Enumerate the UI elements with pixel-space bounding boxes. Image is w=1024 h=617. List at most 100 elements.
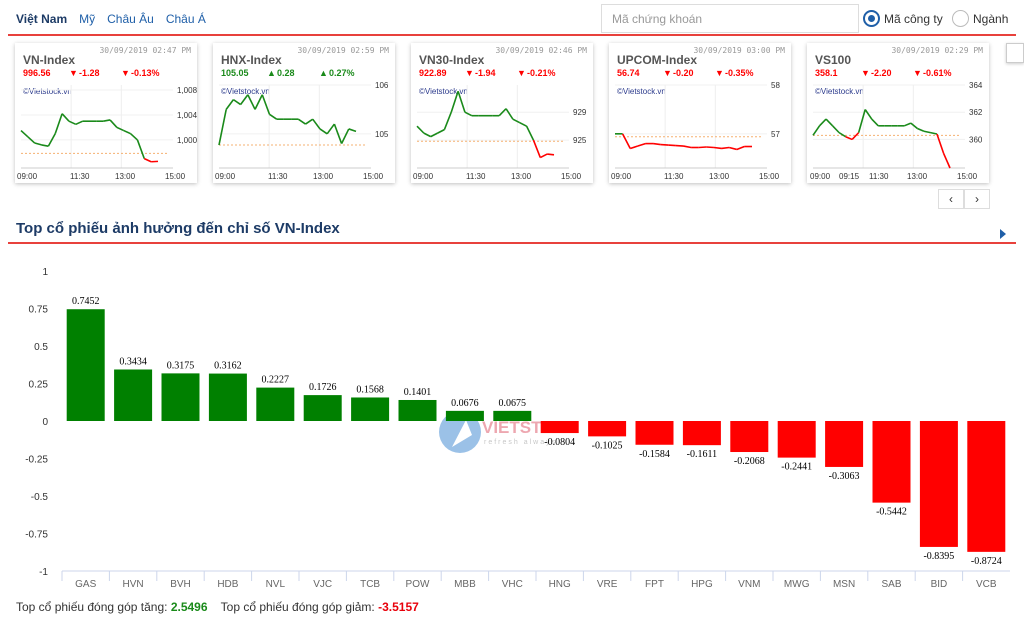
x-tick-label: NVL (266, 579, 286, 590)
y-tick-label: -0.25 (25, 455, 48, 466)
sparkline-segment (103, 119, 111, 122)
data-label: -0.1025 (592, 440, 623, 451)
card-percent: -0.61% (923, 68, 952, 78)
y-tick-label: 0.25 (29, 380, 49, 391)
trend-arrow-icon: ▼ (121, 68, 130, 78)
y-tick-label: 360 (969, 135, 983, 144)
y-tick-label: 929 (573, 108, 587, 117)
x-tick-label: 15:00 (165, 172, 186, 181)
next-button[interactable]: › (964, 189, 990, 209)
x-tick-label: VRE (597, 579, 618, 590)
y-tick-label: 106 (375, 81, 389, 90)
y-tick-label: -1 (39, 567, 48, 578)
card-percent: 0.27% (329, 68, 355, 78)
card-watermark: ©Vietstock.vn (815, 87, 864, 96)
divider (8, 34, 1016, 36)
card-change: 0.28 (277, 68, 295, 78)
sparkline-segment (930, 131, 938, 135)
sparkline-segment (825, 118, 834, 127)
sparkline-segment (254, 94, 263, 110)
bar-vhc (493, 410, 532, 421)
x-tick-label: HNG (549, 579, 571, 590)
x-tick-label: 13:00 (511, 172, 532, 181)
sparkline-segment (464, 111, 473, 117)
data-label: 0.2227 (262, 375, 290, 386)
sparkline-segment (20, 129, 29, 138)
sparkline-segment (348, 128, 357, 133)
x-tick-label: HVN (123, 579, 144, 590)
x-tick-label: VHC (502, 579, 523, 590)
sparkline-segment (845, 135, 853, 141)
sparkline-segment (109, 119, 118, 128)
sparkline-segment (41, 144, 49, 147)
index-card[interactable]: 30/09/2019 02:47 PM VN-Index 996.56 ▼ -1.2… (15, 43, 197, 183)
card-value: 56.74 (617, 68, 640, 78)
sparkline-segment (498, 108, 507, 117)
bar-tcb (351, 397, 390, 421)
data-label: 0.0676 (451, 398, 479, 409)
sparkline-chart: 364 362 360 09:00 09:15 11:30 13:00 15:00 (810, 81, 983, 181)
x-tick-label: 15:00 (363, 172, 384, 181)
sparkline-segment (512, 118, 521, 124)
data-label: 0.0675 (499, 398, 527, 409)
index-card[interactable]: 30/09/2019 02:59 PM HNX-Index 105.05 ▲ 0.2… (213, 43, 395, 183)
sparkline-segment (525, 125, 535, 141)
card-percent: -0.21% (527, 68, 556, 78)
sparkline-segment (728, 146, 737, 151)
card-watermark: ©Vietstock.vn (617, 87, 666, 96)
card-value: 358.1 (815, 68, 838, 78)
y-tick-label: 1 (42, 267, 48, 278)
sparkline-segment (838, 131, 847, 138)
tab-my[interactable]: Mỹ (79, 12, 96, 26)
data-label: 0.1568 (356, 384, 384, 395)
radio-industry[interactable]: Ngành (952, 10, 1008, 27)
sparkline-segment (297, 118, 306, 125)
tab-viet-nam[interactable]: Việt Nam (16, 12, 68, 26)
y-tick-label: 1,004 (177, 111, 197, 120)
stock-search-input[interactable]: Mã chứng khoán (601, 4, 859, 33)
data-label: 0.3162 (214, 361, 242, 372)
bar-hng (540, 421, 579, 434)
bar-vjc (303, 395, 342, 421)
sparkline-segment (519, 121, 527, 127)
data-label: 0.3175 (167, 360, 195, 371)
x-tick-label: 11:30 (466, 172, 486, 181)
data-label: -0.0804 (544, 437, 575, 448)
section-title: Top cổ phiếu ảnh hưởng đến chỉ số VN-Ind… (16, 220, 340, 237)
x-tick-label: 15:00 (957, 172, 978, 181)
trend-arrow-icon: ▲ (267, 68, 276, 78)
card-value: 996.56 (23, 68, 51, 78)
x-tick-label: MWG (784, 579, 810, 590)
x-tick-label: HDB (217, 579, 238, 590)
data-label: 0.3434 (119, 356, 147, 367)
bar-bvh (161, 373, 200, 421)
radio-company[interactable]: Mã công ty (863, 10, 943, 27)
up-label: Top cổ phiếu đóng góp tăng: (16, 600, 168, 614)
card-timestamp: 30/09/2019 03:00 PM (693, 46, 785, 55)
x-tick-label: VNM (738, 579, 760, 590)
x-tick-label: MBB (454, 579, 476, 590)
prev-button[interactable]: ‹ (938, 189, 964, 209)
section-divider (8, 242, 1016, 244)
x-tick-label: 15:00 (561, 172, 582, 181)
expand-arrow-icon[interactable] (1000, 229, 1006, 239)
x-tick-label: 15:00 (759, 172, 780, 181)
bar-vnm (730, 421, 769, 453)
card-index-name: UPCOM-Index (617, 53, 698, 67)
x-tick-label: 09:00 (413, 172, 434, 181)
sparkline-segment (232, 98, 242, 106)
down-value: -3.5157 (378, 600, 419, 614)
data-label: -0.1584 (639, 449, 670, 460)
bar-vcb (967, 421, 1006, 552)
tab-chau-a[interactable]: Châu Á (165, 12, 206, 26)
sparkline-segment (547, 153, 555, 156)
x-tick-label: VJC (313, 579, 332, 590)
sparkline-segment (319, 128, 328, 135)
tab-chau-au[interactable]: Châu Âu (107, 12, 154, 26)
index-card[interactable]: 30/09/2019 02:46 PM VN30-Index 922.89 ▼ -1… (411, 43, 593, 183)
x-tick-label: 11:30 (869, 172, 889, 181)
watermark-arrow-icon (452, 420, 472, 447)
card-watermark: ©Vietstock.vn (221, 87, 270, 96)
index-card[interactable]: 30/09/2019 03:00 PM UPCOM-Index 56.74 ▼ -0… (609, 43, 791, 183)
index-card[interactable]: 30/09/2019 02:29 PM VS100 358.1 ▼ -2.20 ▼ -0… (807, 43, 989, 183)
